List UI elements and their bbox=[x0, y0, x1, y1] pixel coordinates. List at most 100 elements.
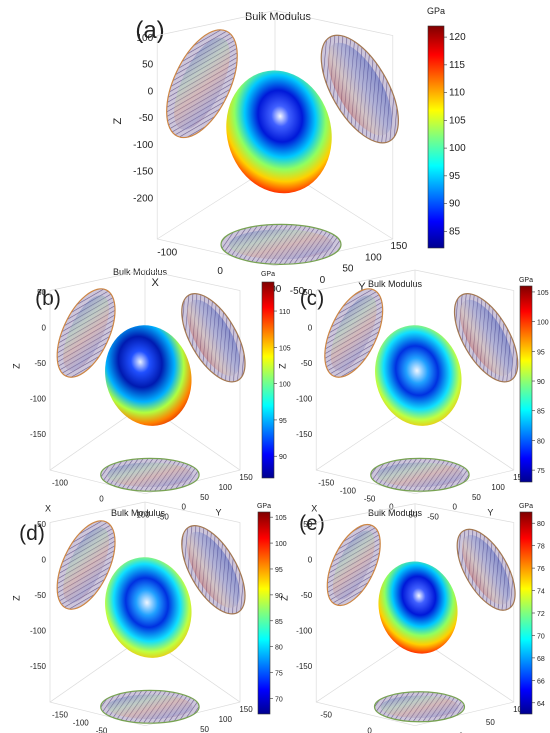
y-tick-label: -50 bbox=[290, 286, 305, 297]
colorbar-unit: GPa bbox=[261, 271, 275, 278]
x-axis-label: X bbox=[311, 504, 317, 514]
y-tick-label: 0 bbox=[459, 731, 464, 733]
colorbar-tick-label: 120 bbox=[449, 32, 466, 43]
xz-projection-color bbox=[174, 37, 230, 130]
y-tick-label: 50 bbox=[472, 493, 481, 502]
panel-b: (b) Bulk Modulus 50 0 -50 -100 -150 Z -100 0 100 X 1… bbox=[11, 267, 290, 522]
colorbar-tick-label: 95 bbox=[279, 418, 287, 425]
y-tick-label: -50 bbox=[427, 513, 439, 522]
colorbar-tick-label: 74 bbox=[537, 589, 545, 596]
z-tick-label: -200 bbox=[133, 194, 153, 205]
y-tick-label: -50 bbox=[157, 513, 169, 522]
z-tick-label: 100 bbox=[137, 33, 154, 44]
panel-label: (c) bbox=[300, 287, 325, 310]
z-axis-label: Z bbox=[112, 118, 124, 125]
colorbar bbox=[261, 281, 275, 479]
x-tick-label: -150 bbox=[52, 711, 69, 720]
z-tick-label: -150 bbox=[30, 430, 47, 439]
z-tick-label: -150 bbox=[30, 662, 47, 671]
z-tick-label: -100 bbox=[30, 627, 47, 636]
bulk-modulus-surface bbox=[105, 557, 192, 658]
xy-projection-color bbox=[107, 462, 193, 488]
x-tick-label: -50 bbox=[364, 495, 376, 504]
panel-a: (a) Bulk Modulus 100 50 0 -50 -100 -150 -200 Z -10… bbox=[112, 6, 466, 297]
z-axis-label: Z bbox=[280, 595, 290, 601]
y-tick-label: 50 bbox=[486, 718, 495, 727]
x-tick-label: -100 bbox=[73, 719, 90, 728]
colorbar-tick-label: 105 bbox=[275, 515, 287, 522]
y-tick-label: 0 bbox=[453, 503, 458, 512]
colorbar-tick-label: 110 bbox=[449, 88, 465, 99]
z-tick-label: -100 bbox=[133, 140, 153, 151]
y-tick-label: 100 bbox=[219, 483, 233, 492]
xz-projection-color bbox=[63, 527, 109, 603]
colorbar-tick-label: 80 bbox=[275, 645, 283, 652]
z-tick-label: -50 bbox=[34, 591, 46, 600]
z-tick-label: -50 bbox=[139, 113, 154, 124]
z-tick-label: -150 bbox=[133, 167, 153, 178]
z-tick-label: 50 bbox=[37, 288, 46, 297]
y-axis-label: Y bbox=[216, 508, 222, 518]
y-tick-label: 50 bbox=[342, 264, 354, 275]
x-tick-label: 50 bbox=[409, 511, 418, 520]
z-tick-label: 0 bbox=[42, 324, 47, 333]
y-tick-label: 50 bbox=[200, 725, 209, 733]
y-tick-label: 0 bbox=[320, 275, 326, 286]
colorbar-tick-label: 90 bbox=[449, 199, 461, 210]
colorbar-tick-label: 70 bbox=[275, 696, 283, 703]
colorbar-tick-label: 90 bbox=[275, 593, 283, 600]
y-tick-label: 150 bbox=[239, 705, 253, 714]
yz-projection-color bbox=[459, 299, 513, 376]
xy-projection-color bbox=[107, 694, 193, 720]
yz-projection-color bbox=[461, 534, 511, 605]
z-tick-label: 50 bbox=[303, 288, 312, 297]
x-tick-label: -50 bbox=[320, 711, 332, 720]
panel-c: (c)Bulk Modulus500-50-100-150Z-150-100-5… bbox=[278, 269, 549, 522]
colorbar-tick-label: 100 bbox=[449, 143, 466, 154]
colorbar-tick-label: 64 bbox=[537, 701, 545, 708]
y-tick-label: 50 bbox=[200, 493, 209, 502]
colorbar-tick-label: 90 bbox=[279, 454, 287, 461]
x-tick-label: 0 bbox=[367, 727, 372, 733]
colorbar-tick-label: 85 bbox=[449, 226, 461, 237]
z-axis-label: Z bbox=[278, 363, 288, 369]
panel-e: (e)Bulk Modulus500-50-100-150Z-50050X100… bbox=[280, 503, 545, 733]
colorbar-tick-label: 105 bbox=[279, 345, 291, 352]
bulk-modulus-surface bbox=[105, 325, 192, 426]
colorbar-tick-label: 80 bbox=[537, 438, 545, 445]
panel-label: (d) bbox=[19, 522, 45, 545]
panel-d: (d) Bulk Modulus 50 0 -50 -100 -150 Z -150 -100 -5… bbox=[11, 501, 287, 733]
colorbar-tick-label: 85 bbox=[537, 409, 545, 416]
colorbar-tick-label: 95 bbox=[275, 567, 283, 574]
colorbar-unit: GPa bbox=[257, 503, 271, 510]
plot-title: Bulk Modulus bbox=[368, 508, 423, 518]
colorbar-tick-label: 115 bbox=[449, 60, 465, 71]
yz-projection-color bbox=[186, 299, 240, 376]
z-tick-label: 0 bbox=[148, 86, 154, 97]
colorbar-tick-label: 70 bbox=[537, 633, 545, 640]
bulk-modulus-surface bbox=[378, 561, 458, 654]
xy-projection-color bbox=[377, 462, 463, 488]
x-tick-label: -100 bbox=[157, 248, 177, 259]
z-tick-label: -100 bbox=[30, 395, 47, 404]
x-tick-label: 0 bbox=[99, 495, 104, 504]
plot-title: Bulk Modulus bbox=[368, 279, 423, 289]
y-tick-label: 0 bbox=[182, 503, 187, 512]
y-tick-label: 100 bbox=[491, 483, 505, 492]
plot-title: Bulk Modulus bbox=[111, 508, 166, 518]
colorbar-tick-label: 68 bbox=[537, 656, 545, 663]
x-axis-label: X bbox=[45, 504, 51, 514]
colorbar-tick-label: 110 bbox=[279, 309, 290, 316]
colorbar-tick-label: 95 bbox=[537, 349, 545, 356]
colorbar bbox=[519, 285, 533, 483]
y-tick-label: 100 bbox=[219, 715, 233, 724]
colorbar-tick-label: 66 bbox=[537, 678, 545, 685]
z-tick-label: -150 bbox=[296, 662, 313, 671]
colorbar-tick-label: 72 bbox=[537, 611, 545, 618]
panel-label: (a) bbox=[135, 17, 164, 44]
colorbar-tick-label: 75 bbox=[275, 671, 283, 678]
z-tick-label: 50 bbox=[142, 60, 154, 71]
x-tick-label: -150 bbox=[318, 479, 335, 488]
x-tick-label: -100 bbox=[340, 487, 357, 496]
